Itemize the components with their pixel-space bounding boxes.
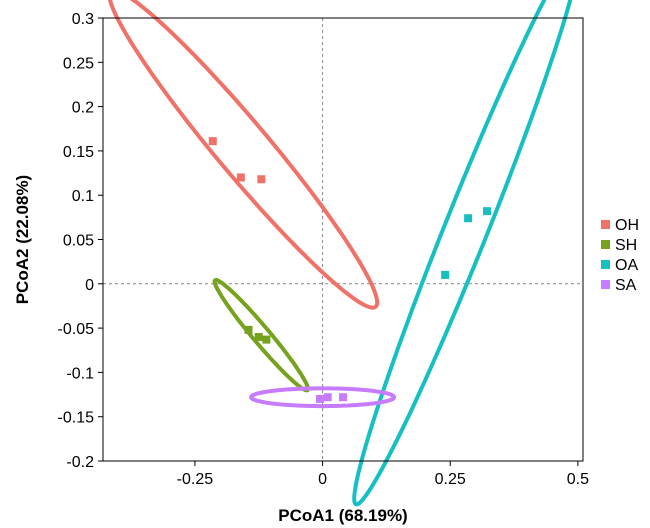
ellipse-oh <box>108 0 380 310</box>
point-sa <box>316 394 325 403</box>
ellipse-sh <box>212 278 310 393</box>
x-axis-ticks: -0.25 0 0.25 0.5 <box>177 461 589 488</box>
point-sh <box>244 325 253 334</box>
point-sh <box>262 335 271 344</box>
data-points <box>208 137 491 403</box>
x-tick-label: 0 <box>318 471 327 488</box>
point-oa <box>464 214 473 223</box>
y-tick-label: 0.15 <box>63 144 94 161</box>
y-tick-label: -0.1 <box>66 365 94 382</box>
point-sa <box>339 393 347 402</box>
y-tick-label: 0 <box>85 277 94 294</box>
ellipse-sa <box>249 386 397 409</box>
y-axis-title: PCoA2 (22.08%) <box>13 175 32 304</box>
y-tick-label: 0.3 <box>72 11 94 28</box>
point-oa <box>483 207 491 216</box>
x-tick-label: 0.25 <box>435 471 466 488</box>
y-tick-label: -0.05 <box>58 321 95 338</box>
y-tick-label: -0.2 <box>66 454 94 471</box>
point-oa <box>441 270 450 279</box>
legend-key-sa <box>601 280 610 289</box>
point-sa <box>323 393 332 402</box>
legend-key-sh <box>601 240 610 249</box>
legend-key-oa <box>601 260 610 269</box>
legend-label-sh: SH <box>615 237 637 254</box>
point-sh <box>254 332 263 341</box>
y-tick-label: 0.25 <box>63 55 94 72</box>
y-tick-label: 0.05 <box>63 233 94 250</box>
legend-label-oh: OH <box>615 217 639 234</box>
legend-label-oa: OA <box>615 257 638 274</box>
legend-key-oh <box>601 220 610 229</box>
legend: OH SH OA SA <box>601 217 639 294</box>
point-oh <box>236 173 245 182</box>
x-tick-label: -0.25 <box>177 471 214 488</box>
y-axis-ticks: -0.2 -0.15 -0.1 -0.05 0 0.05 0.1 0.15 0.2 0.25 0.3 <box>58 11 103 471</box>
point-oh <box>208 137 217 146</box>
x-tick-label: 0.5 <box>567 471 589 488</box>
confidence-ellipses <box>108 0 573 507</box>
point-oh <box>257 175 266 184</box>
y-tick-label: 0.2 <box>72 100 94 117</box>
legend-label-sa: SA <box>615 277 637 294</box>
zero-lines <box>103 18 583 461</box>
y-tick-label: -0.15 <box>58 410 95 427</box>
y-tick-label: 0.1 <box>72 188 94 205</box>
x-axis-title: PCoA1 (68.19%) <box>278 506 407 525</box>
ellipse-oa <box>352 0 573 507</box>
